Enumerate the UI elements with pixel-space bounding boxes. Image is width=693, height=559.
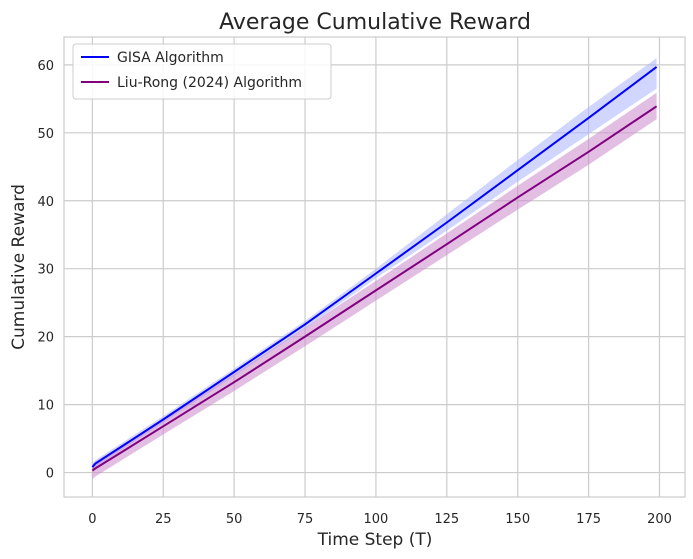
legend-label-liu-rong: Liu-Rong (2024) Algorithm [117,75,302,91]
y-tick-label: 50 [37,127,54,142]
x-tick-label: 200 [647,512,672,527]
y-tick-label: 0 [46,467,54,482]
y-tick-labels: 0 10 20 30 40 50 60 [37,59,54,482]
x-tick-label: 125 [434,512,459,527]
plot-frame [63,36,686,498]
legend-label-gisa: GISA Algorithm [117,50,224,66]
chart-title: Average Cumulative Reward [219,10,531,35]
legend: GISA Algorithm Liu-Rong (2024) Algorithm [72,43,332,100]
legend-box [72,43,332,100]
x-tick-label: 175 [576,512,601,527]
x-tick-label: 150 [505,512,530,527]
x-tick-label: 50 [226,512,243,527]
series-line-liu-rong [91,105,658,472]
y-axis-label: Cumulative Reward [9,184,29,350]
x-tick-label: 0 [88,512,96,527]
x-tick-label: 25 [155,512,172,527]
x-tick-label: 75 [297,512,314,527]
x-tick-labels: 0 25 50 75 100 125 150 175 200 [88,512,672,527]
y-tick-label: 40 [37,195,54,210]
x-tick-label: 100 [364,512,389,527]
y-tick-label: 60 [37,59,54,74]
y-tick-label: 30 [37,263,54,278]
x-axis-label: Time Step (T) [317,530,433,550]
series-lines [91,66,658,472]
series-line-gisa [91,66,658,468]
y-tick-label: 10 [37,399,54,414]
y-tick-label: 20 [37,331,54,346]
